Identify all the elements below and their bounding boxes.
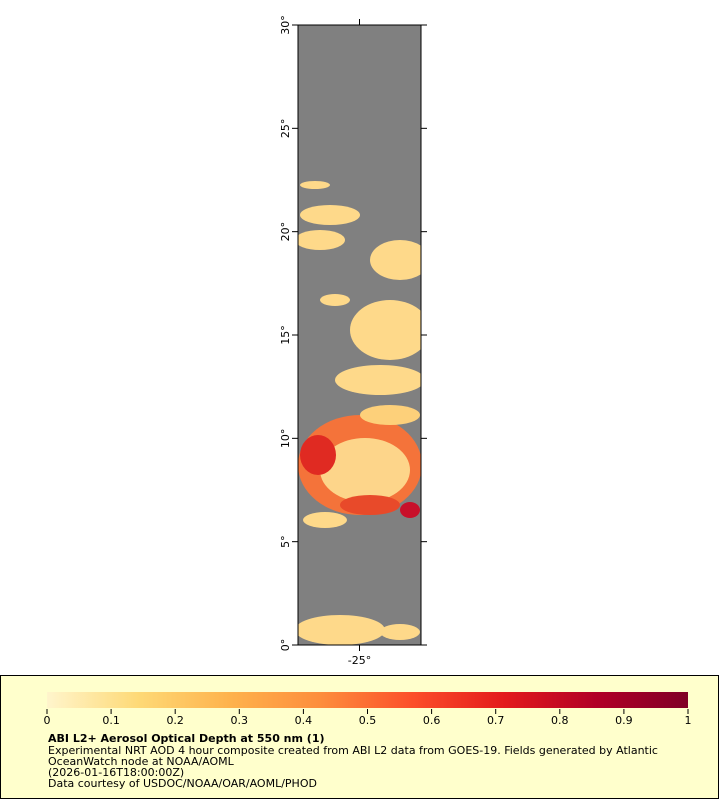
map-image <box>298 25 421 645</box>
colorbar-tick-label: 0.2 <box>166 714 184 727</box>
x-tick-label: -25° <box>348 654 371 667</box>
legend-line: Experimental NRT AOD 4 hour composite cr… <box>48 744 658 757</box>
y-tick-label: 5° <box>279 535 292 548</box>
colorbar-tick-label: 0.1 <box>102 714 120 727</box>
colorbar-tick-label: 0 <box>44 714 51 727</box>
colorbar-tick-label: 0.3 <box>231 714 249 727</box>
colorbar-tick-label: 0.5 <box>359 714 377 727</box>
legend-line: Data courtesy of USDOC/NOAA/OAR/AOML/PHO… <box>48 777 317 790</box>
colorbar-tick-label: 0.9 <box>615 714 633 727</box>
colorbar <box>47 692 688 708</box>
legend-line: OceanWatch node at NOAA/AOML <box>48 755 235 768</box>
y-tick-label: 25° <box>279 119 292 139</box>
colorbar-tick-label: 0.7 <box>487 714 505 727</box>
y-tick-label: 10° <box>279 429 292 449</box>
colorbar-tick-label: 0.6 <box>423 714 441 727</box>
legend-line: (2026-01-16T18:00:00Z) <box>48 766 184 779</box>
colorbar-tick-label: 0.8 <box>551 714 569 727</box>
colorbar-tick-label: 1 <box>685 714 692 727</box>
y-tick-label: 15° <box>279 325 292 345</box>
y-tick-label: 0° <box>279 639 292 652</box>
y-tick-label: 30° <box>279 15 292 35</box>
legend-title: ABI L2+ Aerosol Optical Depth at 550 nm … <box>48 732 325 745</box>
colorbar-tick-label: 0.4 <box>295 714 313 727</box>
y-tick-label: 20° <box>279 222 292 242</box>
